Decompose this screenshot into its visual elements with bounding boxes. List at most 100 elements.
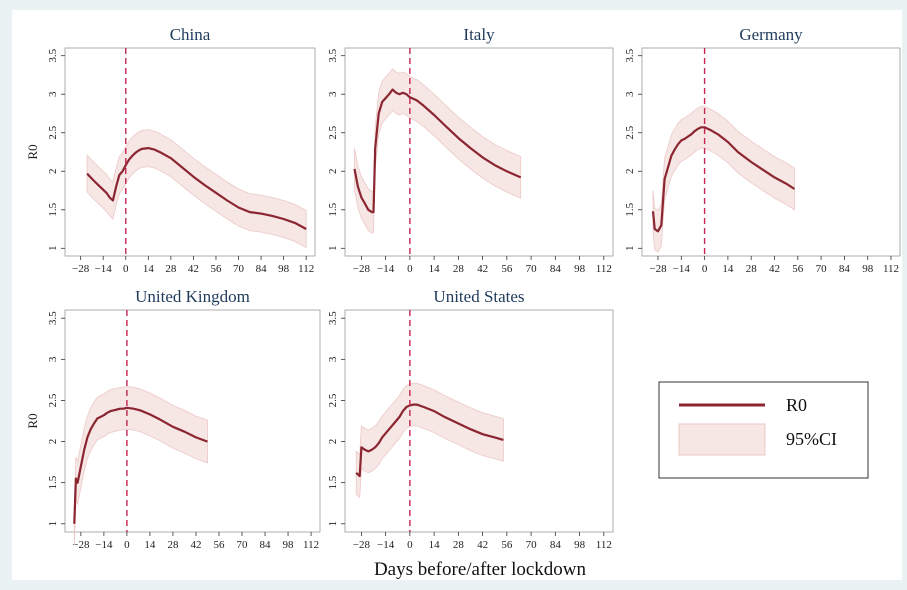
x-tick-label: 98 xyxy=(574,263,586,275)
legend: R0 95%CI xyxy=(658,381,869,479)
x-tick-label: 112 xyxy=(298,263,314,275)
x-axis-label: Days before/after lockdown xyxy=(374,559,587,580)
x-tick-label: 0 xyxy=(123,263,129,275)
x-tick-label: 0 xyxy=(702,263,708,275)
y-tick-label: 1 xyxy=(47,246,59,252)
x-tick-label: −14 xyxy=(377,539,395,551)
x-tick-label: 0 xyxy=(124,539,130,551)
y-axis-label: R0 xyxy=(25,144,40,159)
y-tick-label: 1.5 xyxy=(47,475,59,489)
ci-band xyxy=(86,129,307,249)
x-tick-label: 112 xyxy=(596,539,612,551)
x-tick-label: 70 xyxy=(526,539,538,551)
x-tick-label: 42 xyxy=(477,539,488,551)
y-tick-label: 1 xyxy=(327,521,339,527)
y-tick-label: 2.5 xyxy=(47,125,59,139)
legend-band-swatch xyxy=(678,423,766,456)
y-tick-label: 2.5 xyxy=(327,393,339,407)
x-tick-label: 42 xyxy=(769,263,780,275)
x-tick-label: −14 xyxy=(377,263,395,275)
panel-title: Italy xyxy=(463,25,495,44)
y-tick-label: 1.5 xyxy=(47,202,59,216)
ci-band xyxy=(652,106,795,253)
y-tick-label: 3 xyxy=(327,91,339,97)
y-tick-label: 3 xyxy=(47,91,59,97)
x-tick-label: 84 xyxy=(256,263,268,275)
r0-line xyxy=(651,126,796,233)
x-tick-label: −28 xyxy=(649,263,667,275)
legend-label-ci: 95%CI xyxy=(786,429,837,449)
x-tick-label: 70 xyxy=(526,263,538,275)
panel-title: China xyxy=(170,25,211,44)
y-tick-label: 2.5 xyxy=(47,393,59,407)
x-tick-label: 42 xyxy=(188,263,199,275)
x-tick-label: 28 xyxy=(167,539,179,551)
y-tick-label: 1.5 xyxy=(327,475,339,489)
y-tick-label: 1 xyxy=(624,246,636,252)
y-tick-label: 3 xyxy=(47,356,59,362)
x-tick-label: 70 xyxy=(233,263,245,275)
x-tick-label: 14 xyxy=(429,263,441,275)
y-tick-label: 2.5 xyxy=(327,125,339,139)
x-tick-label: 14 xyxy=(722,263,734,275)
x-tick-label: 56 xyxy=(792,263,804,275)
x-tick-label: 0 xyxy=(407,263,413,275)
x-tick-label: −28 xyxy=(353,263,371,275)
x-tick-label: 28 xyxy=(165,263,177,275)
x-tick-label: 112 xyxy=(883,263,899,275)
r0-line xyxy=(86,147,307,230)
panel-germany: Germany 1 1.5 2 2.5 3 3.5 −28 −14 0 14 28 42 56 70 84 98… xyxy=(624,25,901,275)
y-tick-label: 1.5 xyxy=(327,202,339,216)
x-tick-label: 98 xyxy=(278,263,290,275)
y-tick-label: 3.5 xyxy=(47,48,59,62)
x-tick-label: −14 xyxy=(673,263,691,275)
x-tick-label: 112 xyxy=(596,263,612,275)
x-tick-label: −14 xyxy=(95,539,113,551)
y-tick-label: 3.5 xyxy=(47,311,59,325)
panel-italy: Italy 1 1.5 2 2.5 3 3.5 −28 −14 0 14 28 42 56 70 84 98 11… xyxy=(327,25,614,275)
panel-united-kingdom: United Kingdom 1 1.5 2 2.5 3 3.5 R0 −28 −14 0 14 28 4… xyxy=(25,287,321,551)
x-tick-label: −28 xyxy=(72,539,90,551)
x-tick-label: 98 xyxy=(574,539,586,551)
x-tick-label: 28 xyxy=(746,263,758,275)
x-tick-label: 84 xyxy=(550,263,562,275)
r0-line xyxy=(355,403,504,478)
r0-line xyxy=(73,406,208,524)
x-tick-label: 56 xyxy=(501,263,513,275)
x-tick-label: −28 xyxy=(353,539,371,551)
x-tick-label: −14 xyxy=(95,263,113,275)
panel-united-states: United States 1 1.5 2 2.5 3 3.5 −28 −14 0 14 28 42 56… xyxy=(327,287,614,551)
y-tick-label: 2 xyxy=(624,169,636,175)
x-tick-label: 56 xyxy=(210,263,222,275)
x-tick-label: 42 xyxy=(477,263,488,275)
ci-band xyxy=(355,382,504,499)
x-tick-label: 56 xyxy=(213,539,225,551)
x-tick-label: 14 xyxy=(143,263,155,275)
r0-line xyxy=(353,88,522,214)
panel-title: Germany xyxy=(739,25,803,44)
x-tick-label: 0 xyxy=(407,539,413,551)
y-tick-label: 3.5 xyxy=(327,311,339,325)
y-tick-label: 1.5 xyxy=(624,202,636,216)
x-tick-label: 98 xyxy=(283,539,295,551)
y-tick-label: 3 xyxy=(624,91,636,97)
x-tick-label: 14 xyxy=(429,539,441,551)
x-tick-label: 42 xyxy=(190,539,201,551)
x-tick-label: 112 xyxy=(303,539,319,551)
y-tick-label: 1 xyxy=(47,521,59,527)
x-tick-label: 70 xyxy=(237,539,249,551)
x-tick-label: 84 xyxy=(839,263,851,275)
y-tick-label: 2 xyxy=(47,439,59,445)
x-tick-label: 70 xyxy=(816,263,828,275)
x-tick-label: 56 xyxy=(501,539,513,551)
x-tick-label: 84 xyxy=(260,539,272,551)
y-tick-label: 2 xyxy=(327,439,339,445)
y-tick-label: 3 xyxy=(327,356,339,362)
x-tick-label: 28 xyxy=(453,539,465,551)
x-tick-label: −28 xyxy=(72,263,90,275)
y-tick-label: 2 xyxy=(47,169,59,175)
x-tick-label: 98 xyxy=(862,263,874,275)
x-tick-label: 14 xyxy=(144,539,156,551)
y-tick-label: 1 xyxy=(327,246,339,252)
